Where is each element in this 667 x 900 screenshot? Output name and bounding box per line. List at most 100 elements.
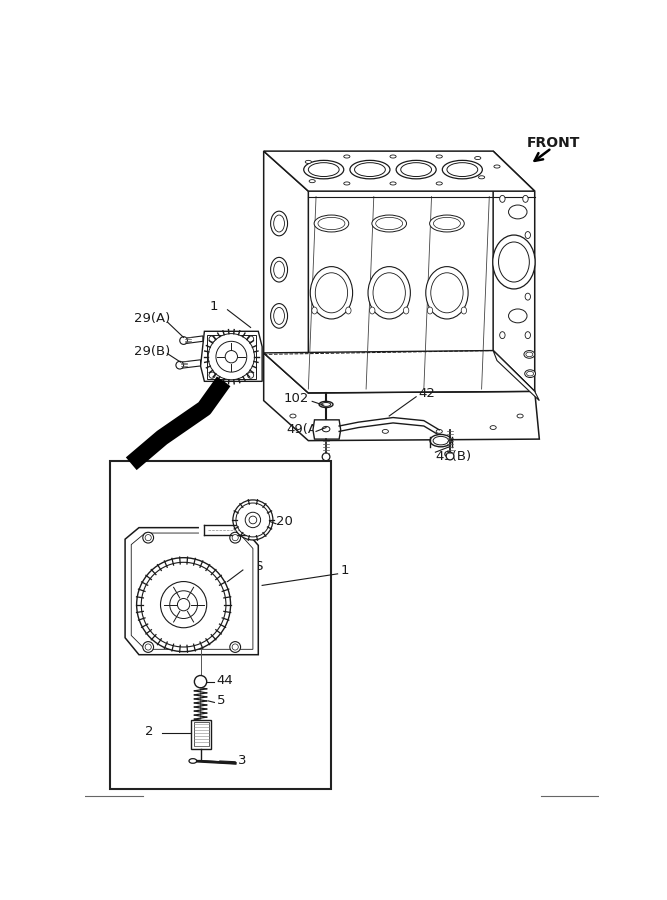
Ellipse shape bbox=[373, 273, 406, 313]
Ellipse shape bbox=[271, 303, 287, 328]
Ellipse shape bbox=[390, 182, 396, 185]
Text: 3: 3 bbox=[237, 753, 246, 767]
Ellipse shape bbox=[436, 182, 442, 185]
Ellipse shape bbox=[401, 163, 432, 176]
Ellipse shape bbox=[525, 370, 536, 377]
Ellipse shape bbox=[314, 215, 349, 232]
Ellipse shape bbox=[500, 332, 505, 338]
Ellipse shape bbox=[328, 426, 335, 429]
Polygon shape bbox=[263, 351, 535, 393]
Bar bbox=[109, 461, 331, 789]
Text: 44: 44 bbox=[217, 673, 233, 687]
Ellipse shape bbox=[308, 163, 339, 176]
Circle shape bbox=[209, 372, 215, 378]
Ellipse shape bbox=[517, 414, 523, 418]
Ellipse shape bbox=[273, 261, 284, 278]
Ellipse shape bbox=[526, 352, 533, 356]
Ellipse shape bbox=[461, 307, 467, 314]
Ellipse shape bbox=[303, 160, 344, 179]
Circle shape bbox=[322, 453, 330, 461]
Circle shape bbox=[225, 351, 237, 363]
Ellipse shape bbox=[442, 160, 482, 179]
Circle shape bbox=[245, 512, 261, 527]
Circle shape bbox=[236, 503, 270, 537]
Ellipse shape bbox=[315, 273, 348, 313]
Polygon shape bbox=[263, 151, 535, 191]
Polygon shape bbox=[263, 151, 308, 393]
Circle shape bbox=[141, 562, 226, 647]
Circle shape bbox=[232, 535, 238, 541]
Circle shape bbox=[145, 535, 151, 541]
Ellipse shape bbox=[318, 217, 345, 230]
Polygon shape bbox=[131, 533, 253, 649]
Ellipse shape bbox=[376, 217, 403, 230]
Circle shape bbox=[176, 361, 183, 369]
Ellipse shape bbox=[321, 402, 331, 407]
Text: FRONT: FRONT bbox=[527, 136, 580, 149]
Ellipse shape bbox=[368, 266, 410, 319]
Circle shape bbox=[143, 642, 153, 652]
Ellipse shape bbox=[344, 155, 350, 158]
Text: 29(A): 29(A) bbox=[133, 311, 170, 325]
Polygon shape bbox=[201, 331, 262, 382]
Ellipse shape bbox=[382, 429, 388, 433]
Ellipse shape bbox=[498, 242, 530, 282]
Text: 1: 1 bbox=[341, 564, 350, 577]
Polygon shape bbox=[493, 351, 540, 400]
Circle shape bbox=[249, 516, 257, 524]
Ellipse shape bbox=[273, 215, 284, 232]
Text: 42: 42 bbox=[418, 387, 436, 400]
Polygon shape bbox=[193, 723, 209, 746]
Circle shape bbox=[216, 341, 247, 372]
Polygon shape bbox=[125, 527, 258, 654]
Ellipse shape bbox=[344, 182, 350, 185]
Ellipse shape bbox=[494, 165, 500, 168]
Ellipse shape bbox=[309, 180, 315, 183]
Circle shape bbox=[194, 676, 207, 688]
Circle shape bbox=[177, 598, 190, 611]
Circle shape bbox=[233, 500, 273, 540]
Ellipse shape bbox=[508, 205, 527, 219]
Ellipse shape bbox=[478, 176, 485, 179]
Ellipse shape bbox=[525, 332, 530, 338]
Ellipse shape bbox=[431, 273, 463, 313]
Polygon shape bbox=[207, 335, 256, 379]
Circle shape bbox=[161, 581, 207, 628]
Ellipse shape bbox=[525, 231, 530, 239]
Polygon shape bbox=[181, 360, 201, 368]
Polygon shape bbox=[263, 353, 540, 441]
Text: 29(B): 29(B) bbox=[133, 345, 170, 358]
Ellipse shape bbox=[430, 435, 452, 446]
Text: 5: 5 bbox=[217, 695, 225, 707]
Ellipse shape bbox=[311, 307, 317, 314]
Text: 102: 102 bbox=[283, 392, 309, 405]
Ellipse shape bbox=[430, 215, 464, 232]
Ellipse shape bbox=[426, 266, 468, 319]
Circle shape bbox=[137, 558, 231, 652]
Circle shape bbox=[169, 590, 197, 618]
Ellipse shape bbox=[396, 160, 436, 179]
Ellipse shape bbox=[290, 414, 296, 418]
Circle shape bbox=[179, 337, 187, 345]
Polygon shape bbox=[191, 720, 211, 749]
Ellipse shape bbox=[428, 307, 433, 314]
Ellipse shape bbox=[436, 155, 442, 158]
Circle shape bbox=[230, 532, 241, 543]
Polygon shape bbox=[313, 419, 341, 439]
Ellipse shape bbox=[305, 160, 311, 164]
Circle shape bbox=[208, 334, 254, 380]
Ellipse shape bbox=[350, 160, 390, 179]
Polygon shape bbox=[185, 336, 203, 344]
Text: 20: 20 bbox=[276, 515, 293, 528]
Ellipse shape bbox=[493, 235, 535, 289]
Ellipse shape bbox=[490, 426, 496, 429]
Ellipse shape bbox=[372, 215, 406, 232]
Circle shape bbox=[143, 532, 153, 543]
Ellipse shape bbox=[524, 350, 535, 358]
Ellipse shape bbox=[523, 195, 528, 203]
Polygon shape bbox=[493, 151, 535, 392]
Ellipse shape bbox=[189, 759, 197, 763]
Circle shape bbox=[446, 452, 454, 460]
Ellipse shape bbox=[319, 401, 333, 408]
Ellipse shape bbox=[310, 266, 353, 319]
